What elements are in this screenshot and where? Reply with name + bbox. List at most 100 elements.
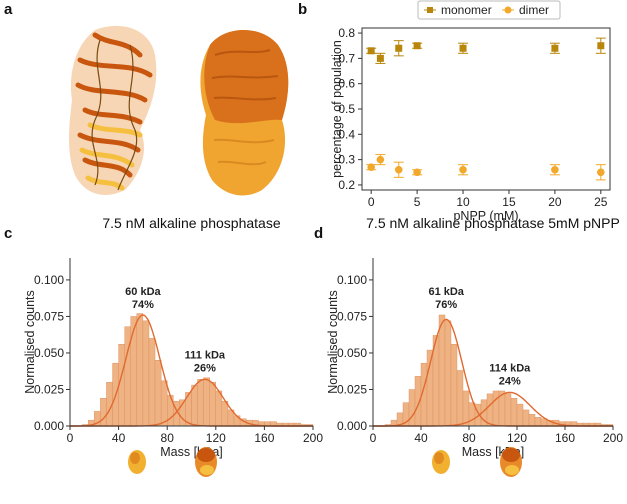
panel-label-c: c	[4, 225, 12, 242]
histogram-bar	[516, 403, 524, 427]
x-tick-label: 200	[303, 431, 323, 445]
x-tick-label: 120	[507, 431, 527, 445]
histogram-bar	[492, 390, 500, 427]
y-axis-label: Normalised counts	[326, 290, 340, 394]
histogram-bar	[456, 370, 464, 427]
histogram-bar	[197, 379, 204, 427]
y-tick-label: 0.2	[338, 178, 355, 192]
chart-population-vs-pnpp: 0 5 10 15 20 25 0.2 0.3 0.4 0.5 0.6 0.7 0.8 pNPP (mM)…	[330, 0, 611, 223]
panel-label-a: a	[4, 1, 13, 18]
y-tick-label: 0.7	[338, 51, 355, 65]
peak-mass-label: 111 kDa	[185, 349, 226, 361]
x-tick-label: 200	[603, 431, 623, 445]
histogram-bar	[438, 314, 446, 427]
x-tick-label: 25	[594, 195, 608, 209]
histogram-bar	[528, 414, 536, 427]
x-tick-label: 10	[456, 195, 470, 209]
monomer-point	[367, 47, 375, 55]
dimer-point	[459, 165, 467, 174]
protein-surface-illustration	[200, 30, 289, 196]
dimer-point	[376, 155, 385, 164]
legend-monomer-label: monomer	[441, 3, 492, 17]
y-tick-label: 0.050	[34, 346, 64, 360]
y-tick-label: 0.3	[338, 153, 355, 167]
y-tick-label: 0.025	[34, 382, 64, 396]
histogram-bar	[130, 316, 138, 427]
chart-mass-histogram-no-pnpp: 7.5 nM alkaline phosphatase 0 40 80 120 160 20…	[23, 215, 323, 459]
legend-dimer-marker	[504, 6, 512, 14]
y-tick-label: 0.6	[338, 77, 355, 91]
histogram-bar	[408, 389, 416, 427]
histogram-bar	[100, 398, 107, 427]
y-tick-label: 0.075	[34, 309, 64, 323]
x-tick-label: 40	[112, 431, 126, 445]
legend-dimer-label: dimer	[519, 3, 549, 17]
histogram-bar	[148, 338, 156, 427]
x-axis-label: pNPP (mM)	[453, 209, 518, 223]
x-tick-label: 0	[370, 431, 377, 445]
dimer-point	[551, 165, 559, 174]
protein-ribbon-illustration	[68, 25, 157, 195]
y-tick-label: 0.8	[338, 26, 355, 40]
y-tick-label: 0.050	[337, 346, 367, 360]
x-tick-label: 40	[414, 431, 428, 445]
legend-box	[417, 0, 561, 20]
legend: monomer dimer	[417, 0, 561, 20]
dimer-point	[597, 168, 605, 177]
histogram-bar	[504, 393, 512, 427]
histogram-bar	[136, 313, 144, 427]
y-tick-label: 0.4	[338, 127, 355, 141]
monomer-icon-d	[432, 450, 450, 474]
chart-mass-histogram-5mm-pnpp: 7.5 nM alkaline phosphatase 5mM pNPP 0 40 8…	[326, 215, 623, 459]
dimer-point	[394, 165, 403, 174]
y-tick-label: 0.075	[337, 309, 367, 323]
dimer-point	[367, 163, 375, 172]
y-tick-label: 0.100	[337, 273, 367, 287]
peak-percentage-label: 26%	[194, 362, 216, 374]
x-tick-label: 80	[462, 431, 476, 445]
histogram-bar	[462, 390, 470, 427]
histogram-bar	[191, 384, 198, 427]
y-tick-label: 0.000	[337, 419, 367, 433]
dimer-icon-d	[500, 447, 522, 477]
y-axis-label: Normalised counts	[23, 290, 37, 394]
histogram-bar	[221, 400, 229, 427]
histogram-bar	[534, 417, 542, 427]
y-tick-label: 0.100	[34, 273, 64, 287]
panel-label-d: d	[314, 225, 323, 242]
peak-percentage-label: 74%	[132, 299, 154, 311]
monomer-point	[395, 44, 403, 52]
monomer-point	[551, 44, 559, 52]
x-tick-label: 5	[414, 195, 421, 209]
y-tick-label: 0.000	[34, 419, 64, 433]
monomer-point	[597, 42, 605, 50]
monomer-point	[413, 42, 421, 50]
chart-title: 7.5 nM alkaline phosphatase 5mM pNPP	[366, 215, 620, 231]
dimer-icon-c	[195, 447, 217, 477]
dimer-point	[413, 168, 421, 177]
peak-mass-label: 114 kDa	[489, 362, 531, 374]
histogram-bar	[510, 398, 518, 427]
histogram-bar	[522, 409, 530, 427]
monomer-point	[459, 44, 467, 52]
panel-label-b: b	[298, 1, 307, 18]
x-tick-label: 120	[206, 431, 226, 445]
monomer-icon-c	[128, 450, 146, 474]
histogram-bar	[450, 343, 458, 427]
histogram-bar	[142, 320, 150, 427]
histogram-bar	[209, 381, 217, 427]
y-tick-label: 0.025	[337, 382, 367, 396]
histogram-bar	[203, 377, 210, 427]
x-tick-label: 80	[161, 431, 175, 445]
peak-mass-label: 60 kDa	[125, 286, 161, 298]
histogram-bar	[444, 320, 452, 427]
histogram-bar	[160, 380, 168, 427]
histogram-bar	[154, 360, 162, 427]
y-tick-label: 0.5	[338, 102, 355, 116]
x-tick-label: 20	[548, 195, 562, 209]
peak-percentage-label: 24%	[499, 375, 521, 387]
x-tick-label: 160	[254, 431, 274, 445]
x-tick-label: 0	[67, 431, 74, 445]
y-axis-label: percentage of population	[330, 40, 344, 178]
